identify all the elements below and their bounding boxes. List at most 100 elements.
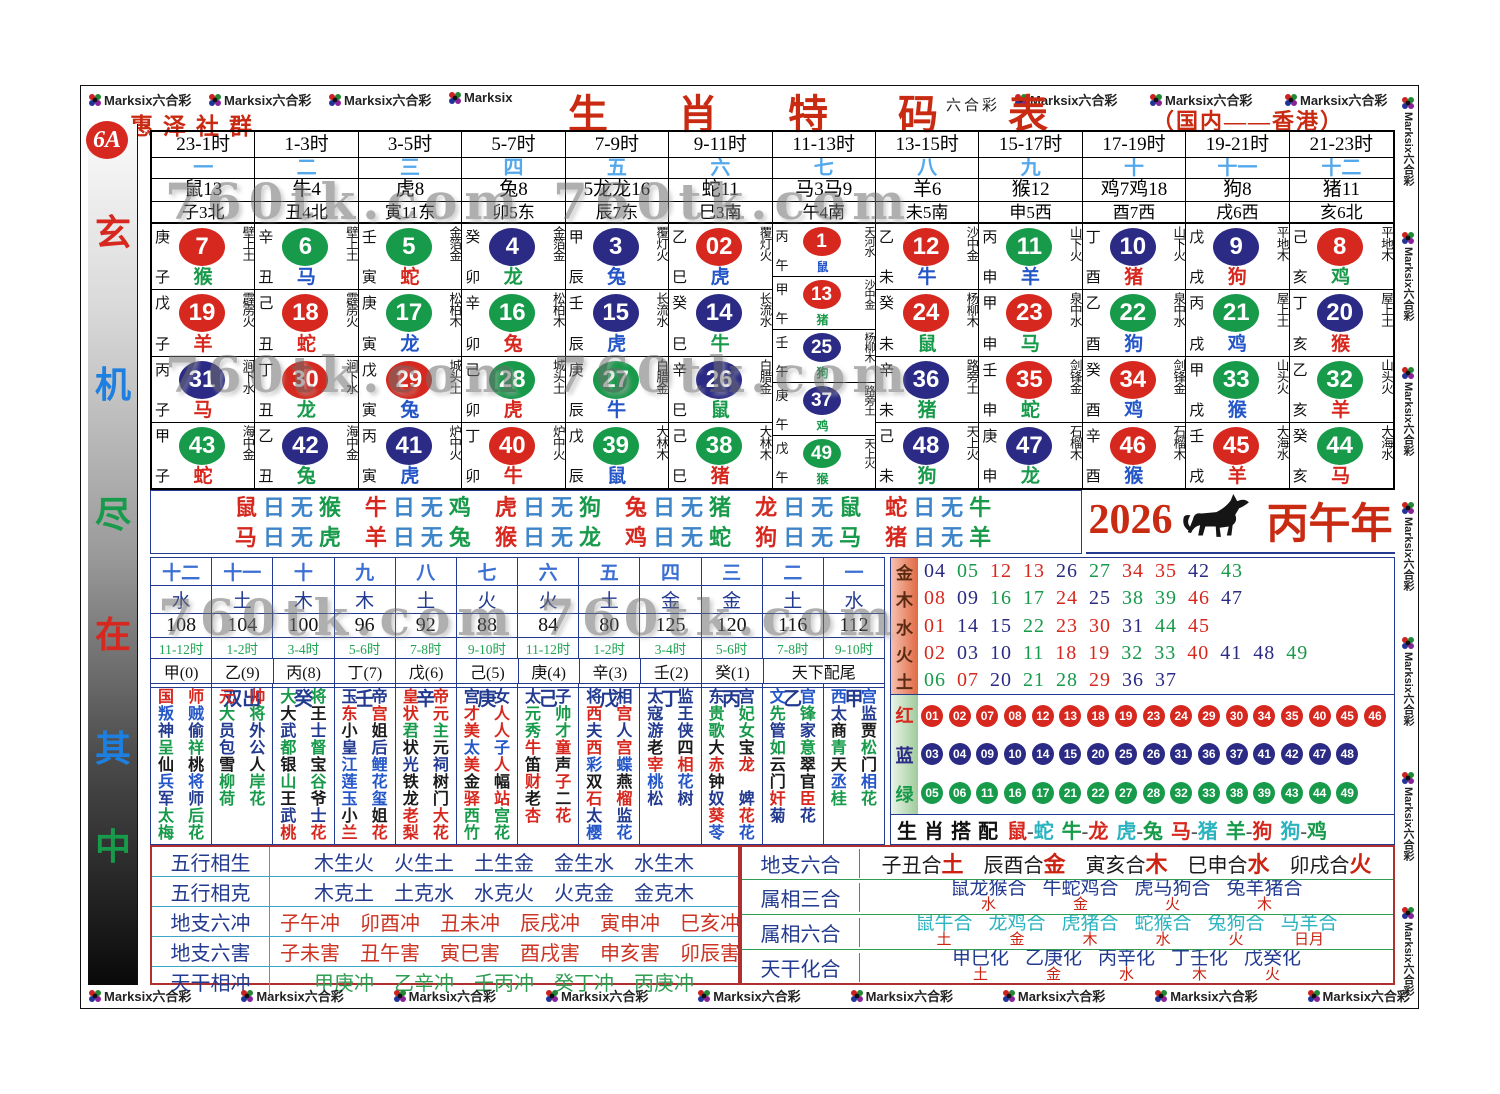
grid-cell: 丙子 31 马 涧下水 xyxy=(152,356,255,423)
number-ball: 8 xyxy=(1316,228,1363,266)
riwu-char: 日 xyxy=(783,495,812,520)
element-strip-label: 土 xyxy=(896,672,913,692)
palace-char: 花 xyxy=(616,825,633,842)
palace-char: 贵 xyxy=(708,706,725,723)
palace-column: 东宫贵妃歌女大宝赤龙钟奴婢葵花苓花 xyxy=(702,688,763,844)
riwu-group: 羊日无兔 xyxy=(365,525,477,550)
palace-char: 杏 xyxy=(525,808,542,825)
wave-strip-label: 红 xyxy=(895,705,914,726)
palace-char: 二 xyxy=(555,791,572,808)
element-number: 17 xyxy=(1023,587,1045,610)
palace-word: 太后 xyxy=(151,808,211,825)
header-time-cell: 13-15时 xyxy=(875,132,980,158)
palace-word: 牛童 xyxy=(518,740,578,757)
palace-char: 子 xyxy=(555,774,572,791)
header-time-cell: 7-9时 xyxy=(565,132,670,158)
wave-ball: 05 xyxy=(921,781,943,804)
sidebar-char: 中 xyxy=(94,827,131,867)
palace-word: 门官 xyxy=(763,774,823,791)
bottom-logo-row: Marksix六合彩 Marksix六合彩 Marksix六合彩 Marksix六合彩… xyxy=(84,986,1414,1005)
nayin-element-label: 松柏木 xyxy=(447,292,462,327)
grid-cell: 甲子 43 蛇 海中金 xyxy=(152,422,255,488)
lottery-small-label: 六合彩 xyxy=(946,98,1001,114)
element-number: 39 xyxy=(1155,587,1177,610)
riwu-char: 蛇 xyxy=(709,525,738,550)
header-numeral-cell: 四 xyxy=(462,158,566,179)
branch-char: 巳 xyxy=(672,402,688,419)
grid-cell: 丙戌 21 鸡 屋上土 xyxy=(1186,290,1289,357)
riwu-char: 虎 xyxy=(494,495,523,520)
palace-char: 歌 xyxy=(708,723,725,740)
nayin-element-label: 石榴木 xyxy=(1171,424,1186,460)
branch-char: 辰 xyxy=(568,402,584,419)
wave-ball: 16 xyxy=(1004,781,1027,804)
riwu-char: 狗 xyxy=(755,525,784,550)
relation-item: 巳申合水 xyxy=(1188,847,1270,879)
palace-word: 员外 xyxy=(212,723,272,740)
relation-text: 寅亥合 xyxy=(1085,855,1146,877)
palace-char: 岸 xyxy=(249,774,266,791)
marksix-logo: Marksix六合彩 xyxy=(1014,90,1117,109)
relation-item: 申亥害 xyxy=(600,943,660,965)
element-number: 32 xyxy=(1121,641,1144,664)
palace-word: 元帅 xyxy=(518,706,578,723)
sidebar-char: 机 xyxy=(94,365,131,405)
mid-time-cell: 1-2时 xyxy=(579,638,641,659)
number-ball: 26 xyxy=(696,360,743,399)
grid-cell: 丁丑 30 龙 涧下水 xyxy=(255,356,358,423)
palace-char: 驿 xyxy=(463,791,480,808)
palace-word: 宫女 xyxy=(457,689,517,706)
header-numeral-cell: 八 xyxy=(875,158,980,179)
branch-char: 未 xyxy=(878,336,894,353)
palace-char: 偷 xyxy=(188,723,205,740)
palace-char: 花 xyxy=(555,808,572,825)
mid-element-cell: 土 xyxy=(579,586,641,614)
relation-item: 蛇猴合水 xyxy=(1135,915,1192,949)
palace-char: 声 xyxy=(555,757,572,774)
palace-word: 樱花 xyxy=(579,825,639,842)
element-number: 36 xyxy=(1122,668,1144,691)
relation-item: 兔羊猪合木 xyxy=(1227,880,1303,914)
wave-ball: 01 xyxy=(921,705,943,728)
palace-char: 龙 xyxy=(402,791,419,808)
sidebar-footer: 香港六合彩公司印制 xyxy=(141,817,156,961)
palace-char: 葵 xyxy=(708,808,725,825)
palace-char: 相 xyxy=(677,757,694,774)
palace-word: 包公 xyxy=(212,740,272,757)
palace-column: 玉帝东宫小姐皇后江鲤莲花玉玺小姐兰花 xyxy=(335,688,396,844)
element-number: 19 xyxy=(1088,641,1111,664)
relation-items: 子未害 丑午害 寅巳害 酉戌害 申亥害 卯辰害 xyxy=(270,937,738,966)
number-ball: 02 xyxy=(696,228,743,266)
palace-word: 兵将 xyxy=(151,774,211,791)
stem-char: 己 xyxy=(672,428,688,445)
relation-row: 天干化合 甲巳化土乙庚化金丙辛化水丁壬化木戊癸化火 xyxy=(742,950,1393,984)
wave-ball: 48 xyxy=(1336,743,1359,766)
palace-char: 督 xyxy=(310,740,327,757)
pairing-dash: - xyxy=(1027,821,1034,843)
stem-char: 乙 xyxy=(878,230,894,246)
wave-color-box: 红蓝绿 01 02 07 08 12 13 18 19 23 24 29 30 34 35 40 45 46 03… xyxy=(890,695,1395,815)
palace-char: 西 xyxy=(463,808,480,825)
palace-word: 都督 xyxy=(273,740,333,757)
palace-char: 苓 xyxy=(708,825,725,842)
palace-char: 小 xyxy=(341,723,358,740)
branch-char: 辰 xyxy=(568,336,584,353)
number-ball: 12 xyxy=(902,228,949,266)
palace-char: 将 xyxy=(249,706,266,723)
number-ball: 48 xyxy=(902,426,949,465)
number-ball: 25 xyxy=(802,333,841,362)
palace-char: 光 xyxy=(402,757,419,774)
palace-char: 官 xyxy=(799,689,816,706)
relation-item: 丑午害 xyxy=(360,943,420,965)
relation-item: 兔狗合火 xyxy=(1208,915,1265,949)
palace-char: 丞 xyxy=(830,774,847,791)
number-ball: 49 xyxy=(802,439,841,468)
palace-char: 人 xyxy=(494,706,511,723)
stem-char: 丙 xyxy=(982,230,998,246)
nayin-element-label: 泉中水 xyxy=(1067,292,1082,327)
nayin-element-label: 天上火 xyxy=(862,438,875,468)
palace-word: 西宫 xyxy=(457,808,517,825)
palace-char: 太 xyxy=(647,689,664,706)
palace-char: 雪 xyxy=(219,757,236,774)
palace-char: 师 xyxy=(188,689,205,706)
